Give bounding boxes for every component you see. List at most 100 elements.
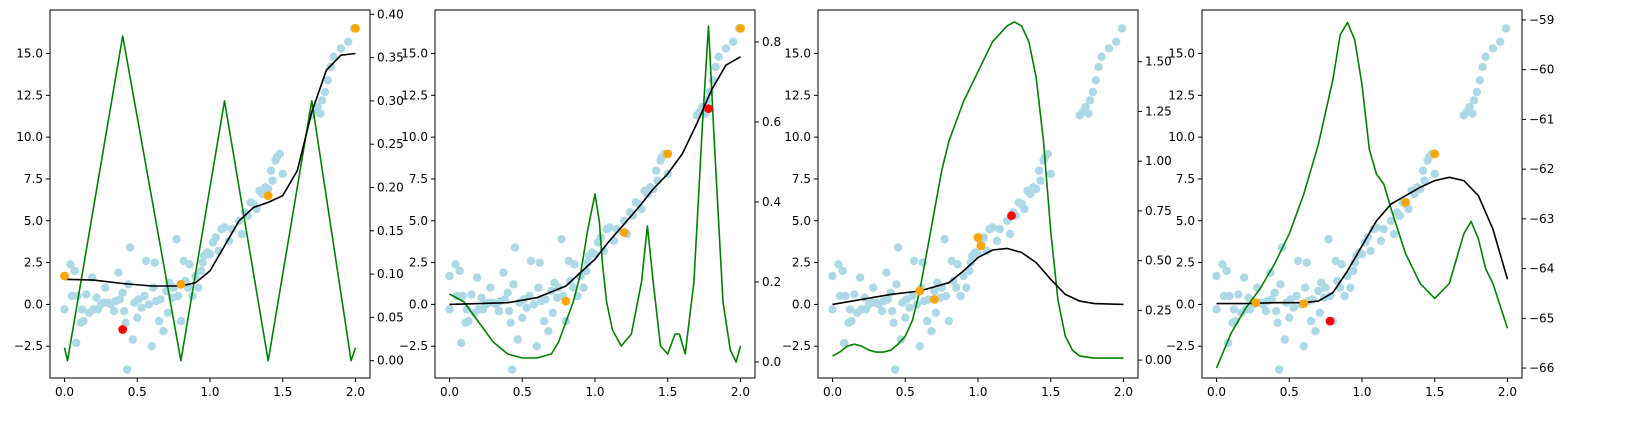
- y-tick-label: 10.0: [16, 130, 43, 144]
- scatter-point: [486, 283, 495, 292]
- scatter-point: [1311, 327, 1320, 336]
- scatter-point: [1043, 149, 1053, 159]
- y2-tick-label: 1.25: [1145, 104, 1172, 118]
- y-tick-label: 15.0: [784, 46, 811, 60]
- scatter-point: [278, 169, 287, 179]
- y-tick-label: 2.5: [24, 256, 43, 270]
- orange-point: [736, 24, 745, 33]
- scatter-point: [529, 300, 539, 309]
- scatter-point: [1244, 293, 1253, 302]
- scatter-point: [1299, 342, 1309, 351]
- scatter-point: [889, 318, 898, 327]
- scatter-point: [643, 189, 652, 199]
- scatter-point: [205, 250, 215, 259]
- scatter-point: [579, 283, 588, 292]
- scatter-point: [1091, 76, 1101, 85]
- scatter-point: [317, 96, 327, 105]
- scatter-point: [1324, 235, 1333, 244]
- subplot-4: 0.0 0.5 1.0 1.5 2.0 −2.5 0.0 2.5 5.0 7.5 10.0 12.5 1…: [1166, 9, 1554, 399]
- y-tick-label: 5.0: [409, 214, 428, 228]
- y2-tick-label: −62: [1529, 162, 1554, 176]
- y2-tick-label: 0.4: [762, 195, 781, 209]
- scatter-point: [1496, 37, 1505, 46]
- scatter-point: [147, 342, 156, 351]
- x-tick-label: 1.5: [1425, 385, 1444, 399]
- subplot-2: 0.0 0.5 1.0 1.5 2.0 −2.5 0.0 2.5 5.0 7.5 10.0 12.5 1…: [399, 9, 781, 399]
- scatter-point: [570, 260, 579, 269]
- scatter-point: [1273, 318, 1282, 327]
- scatter-point: [962, 283, 971, 292]
- scatter-point: [125, 243, 135, 252]
- x-tick-label: 0.5: [513, 385, 532, 399]
- scatter-point: [114, 268, 123, 277]
- scatter-point: [467, 290, 476, 299]
- scatter-point: [941, 291, 951, 301]
- scatter-point: [144, 300, 154, 309]
- y2-tick-label: 0.25: [377, 137, 404, 151]
- scatter-point: [73, 291, 82, 301]
- scatter-point: [965, 266, 974, 276]
- scatter-point: [850, 290, 859, 299]
- scatter-point: [336, 44, 346, 53]
- scatter-point: [828, 271, 837, 281]
- scatter-point: [275, 149, 284, 159]
- scatter-point: [1005, 229, 1015, 239]
- scatter-point: [828, 305, 837, 314]
- y2-tick-label: −63: [1529, 212, 1554, 226]
- scatter-point: [930, 286, 939, 296]
- scatter-point: [838, 266, 847, 276]
- y2-tick-label: 0.00: [1145, 353, 1172, 367]
- y2-tick-label: −66: [1529, 361, 1554, 375]
- plot-frame: [1201, 9, 1523, 379]
- scatter-point: [499, 268, 508, 277]
- x-tick-label: 2.0: [1114, 385, 1133, 399]
- scatter-point: [320, 87, 330, 97]
- scatter-point: [194, 283, 203, 292]
- x-tick-label: 0.0: [55, 385, 74, 399]
- y2-tick-label: −59: [1529, 13, 1554, 27]
- scatter-point: [462, 305, 472, 314]
- scatter-point: [1481, 52, 1490, 61]
- plot-frame: [49, 9, 371, 379]
- orange-point: [1299, 299, 1309, 308]
- scatter-point: [313, 102, 322, 112]
- scatter-point: [1293, 256, 1303, 266]
- scatter-point: [72, 338, 81, 348]
- y-tick-label: 5.0: [792, 214, 811, 228]
- y-tick-label: 10.0: [401, 130, 428, 144]
- scatter-point: [1472, 87, 1482, 97]
- scatter-point: [185, 260, 194, 269]
- scatter-point: [1404, 204, 1413, 214]
- y2-tick-label: 0.10: [377, 267, 404, 281]
- scatter-point: [60, 305, 69, 314]
- scatter-point: [539, 316, 549, 326]
- scatter-point: [1085, 96, 1095, 105]
- density-line: [63, 35, 357, 362]
- y2-tick-label: 0.20: [377, 181, 404, 195]
- y-tick-label: 10.0: [1168, 130, 1195, 144]
- scatter-point: [1032, 184, 1041, 194]
- y2-tick-label: 1.00: [1145, 154, 1172, 168]
- y2-tick-label: −65: [1529, 311, 1554, 325]
- scatter-point: [1276, 280, 1285, 289]
- scatter-point: [344, 37, 353, 46]
- scatter-point: [927, 327, 936, 336]
- fit-line: [832, 247, 1124, 306]
- scatter-point: [1218, 260, 1227, 269]
- scatter-point: [452, 291, 461, 301]
- scatter-point: [458, 291, 467, 301]
- scatter-point: [266, 166, 276, 175]
- scatter-point: [1306, 316, 1316, 326]
- scatter-point: [834, 260, 843, 269]
- y-tick-label: 12.5: [16, 88, 43, 102]
- scatter-point: [1084, 109, 1093, 118]
- scatter-point: [544, 327, 553, 336]
- x-tick-label: 1.0: [1352, 385, 1371, 399]
- scatter-point: [115, 295, 125, 304]
- x-tick-label: 1.5: [1041, 385, 1060, 399]
- y2-tick-label: −60: [1529, 63, 1554, 77]
- scatter-point: [118, 288, 127, 297]
- scatter-point: [847, 316, 856, 326]
- y-tick-label: 0.0: [1176, 297, 1195, 311]
- orange-point: [930, 295, 939, 304]
